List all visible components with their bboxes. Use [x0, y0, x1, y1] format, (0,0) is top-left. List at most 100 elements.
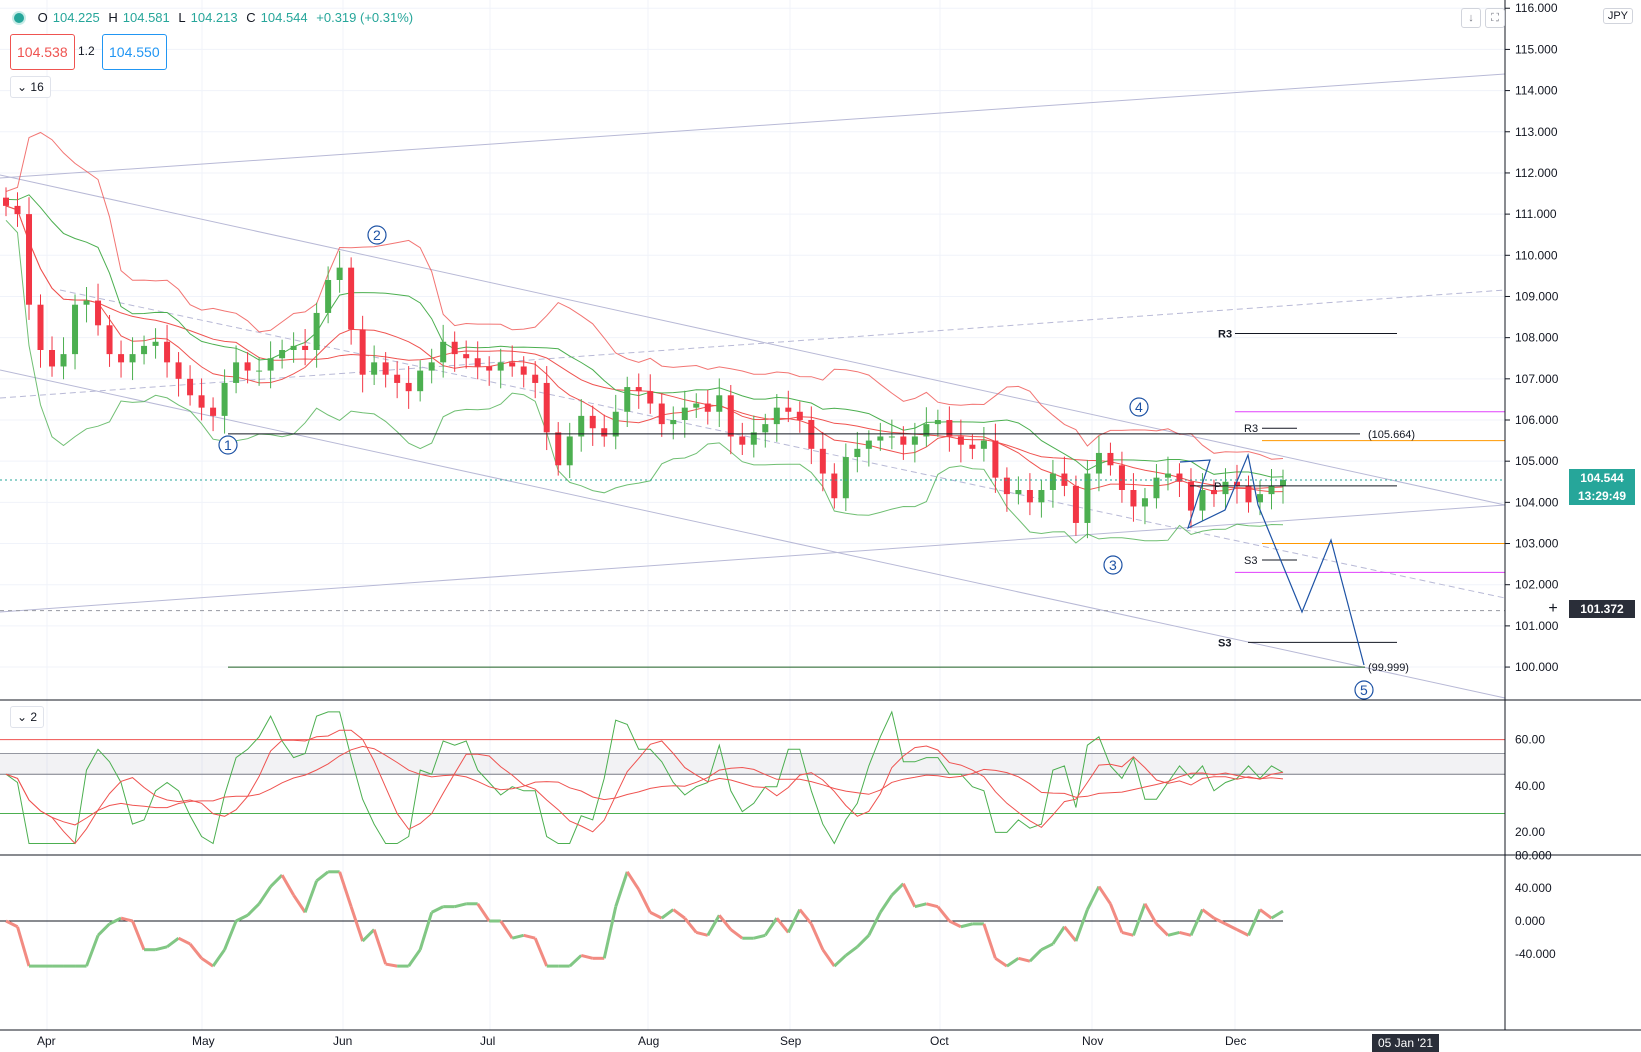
candle-body: [1141, 498, 1148, 507]
momentum-segment: [706, 914, 721, 937]
momentum-segment: [246, 902, 261, 917]
candle-body: [750, 432, 757, 445]
momentum-segment: [948, 919, 962, 929]
price-tick-label: 101.000: [1515, 619, 1559, 633]
candle-body: [313, 312, 320, 350]
momentum-segment: [1051, 925, 1066, 945]
momentum-segment: [1143, 903, 1158, 925]
momentum-segment: [1074, 909, 1089, 942]
candle-body: [900, 436, 907, 445]
buy-button[interactable]: 104.550: [102, 34, 167, 70]
time-tick-label: Jun: [333, 1034, 352, 1048]
momentum-pane: [0, 870, 1284, 968]
indicator-count: 16: [30, 80, 44, 94]
currency-label[interactable]: JPY: [1602, 8, 1633, 24]
momentum-segment: [695, 931, 709, 937]
momentum-segment: [292, 894, 307, 914]
momentum-segment: [120, 916, 133, 923]
momentum-segment: [902, 883, 917, 908]
momentum-segment: [683, 917, 698, 934]
high-value: 104.581: [122, 10, 170, 25]
indicator-toggle-main[interactable]: ⌄ 16: [10, 76, 51, 98]
candle-body: [106, 325, 113, 355]
time-tick-label: Aug: [638, 1034, 659, 1048]
bollinger-upper: [5, 131, 1284, 460]
price-tick-label: 105.000: [1515, 454, 1559, 468]
candle-body: [601, 428, 608, 437]
target-high-label: (105.664): [1368, 429, 1415, 441]
candle-body: [451, 341, 458, 355]
candle-body: [1187, 481, 1194, 511]
momentum-segment: [753, 933, 766, 940]
momentum-tick-label: 80.000: [1515, 848, 1552, 862]
candle-body: [267, 358, 274, 371]
plus-icon[interactable]: +: [1543, 600, 1563, 618]
candle-body: [1222, 481, 1229, 495]
price-tick-label: 112.000: [1515, 166, 1558, 180]
trendlines: [0, 73, 1506, 699]
candle-body: [1084, 473, 1091, 523]
s3-label: S3: [1244, 555, 1257, 567]
candle-body: [256, 370, 263, 372]
momentum-segment: [1167, 931, 1180, 937]
momentum-tick-label: 0.000: [1515, 914, 1545, 928]
momentum-segment: [1236, 928, 1250, 937]
momentum-segment: [166, 937, 180, 949]
momentum-segment: [1109, 903, 1124, 934]
momentum-segment: [372, 929, 388, 965]
bollinger-bands: [5, 131, 1284, 544]
candle-body: [60, 354, 67, 367]
momentum-segment: [568, 954, 583, 968]
momentum-segment: [303, 880, 319, 913]
momentum-segment: [1213, 916, 1227, 926]
momentum-segment: [1247, 908, 1262, 936]
candle-body: [440, 341, 447, 363]
trendline: [0, 174, 1506, 506]
momentum-segment: [982, 923, 997, 959]
candle-body: [589, 415, 596, 429]
bollinger-basis: [5, 205, 1284, 493]
arrow-down-icon[interactable]: ↓: [1461, 8, 1481, 28]
momentum-segment: [867, 911, 882, 937]
candle-body: [727, 395, 734, 437]
candle-body: [417, 370, 424, 392]
candle-body: [1061, 473, 1068, 486]
momentum-segment: [856, 934, 870, 948]
momentum-tick-label: -40.000: [1515, 947, 1556, 961]
fullscreen-icon[interactable]: ⛶: [1485, 8, 1505, 28]
change-value: +0.319 (+0.31%): [316, 10, 414, 25]
momentum-segment: [5, 919, 19, 929]
candle-body: [37, 304, 44, 350]
candle-body: [221, 382, 228, 416]
last-price-tag: 104.544: [1569, 469, 1635, 487]
dot-icon[interactable]: [14, 13, 24, 23]
indicator-toggle-osc[interactable]: ⌄ 2: [10, 706, 45, 728]
candle-body: [497, 362, 504, 371]
candle-body: [555, 432, 562, 466]
crosshair-price-tag: 101.372: [1569, 600, 1635, 618]
momentum-segment: [672, 908, 686, 920]
candle-body: [325, 280, 332, 313]
candle-body: [129, 354, 136, 363]
momentum-segment: [1132, 903, 1147, 936]
candle-body: [290, 345, 297, 350]
candle-body: [198, 395, 205, 408]
moving-average: [5, 205, 1284, 489]
bollinger-lower: [5, 219, 1284, 544]
r3-label: R3: [1244, 423, 1258, 435]
momentum-segment: [614, 871, 629, 908]
wave-label: 1: [224, 437, 232, 453]
momentum-segment: [385, 962, 398, 968]
candle-body: [1164, 473, 1171, 478]
candle-body: [808, 420, 815, 449]
candle-body: [624, 387, 631, 412]
candle-body: [359, 329, 366, 375]
price-tick-label: 113.000: [1515, 125, 1558, 139]
momentum-segment: [1086, 885, 1101, 911]
price-tick-label: 106.000: [1515, 413, 1559, 427]
sell-button[interactable]: 104.538: [10, 34, 75, 70]
momentum-segment: [1201, 908, 1215, 920]
momentum-segment: [85, 934, 100, 967]
candle-body: [49, 350, 56, 367]
